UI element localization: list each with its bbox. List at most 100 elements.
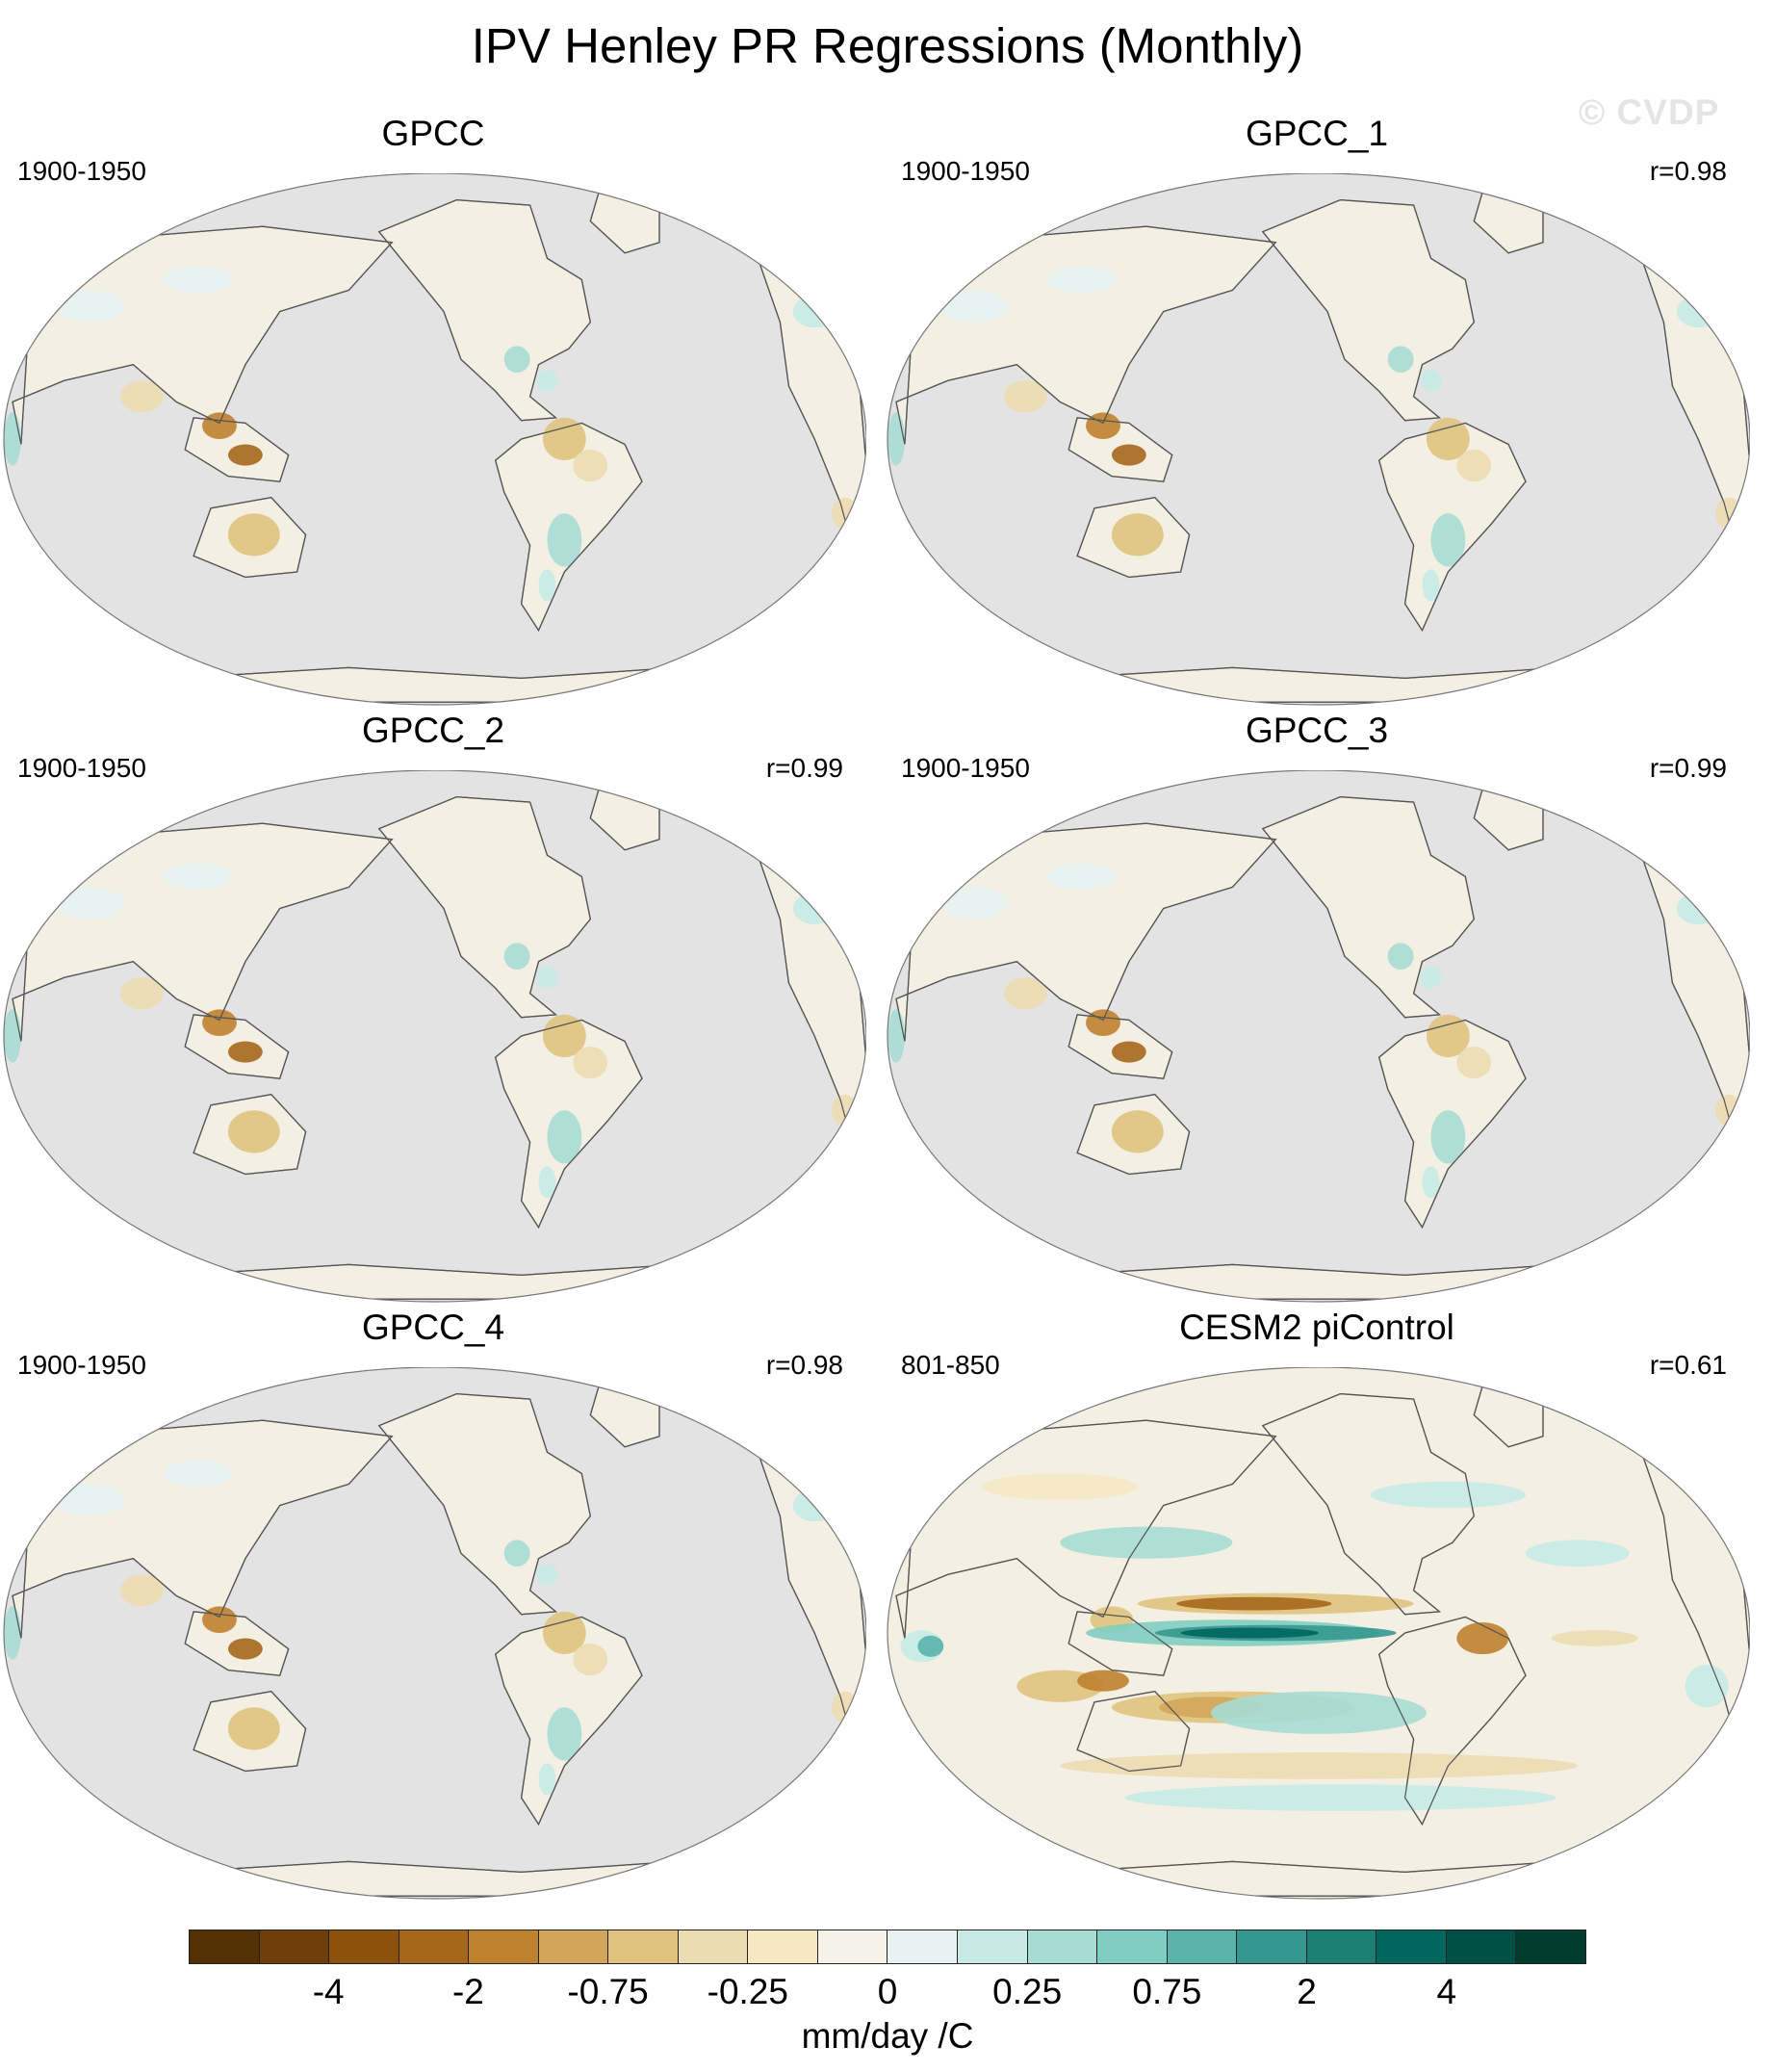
anomaly-shading	[1003, 977, 1047, 1010]
anomaly-shading	[202, 1606, 237, 1633]
anomaly-shading	[227, 1707, 280, 1750]
coastline	[12, 1419, 394, 1639]
anomaly-shading	[1111, 1110, 1164, 1153]
anomaly-shading	[55, 290, 125, 323]
map-panel: GPCC_3 1900-1950 r=0.99	[884, 711, 1750, 1303]
coastline	[495, 1019, 643, 1229]
anomaly-shading	[202, 412, 237, 439]
anomaly-shading	[503, 1540, 530, 1567]
coastline	[895, 225, 1277, 445]
anomaly-shading	[1060, 1752, 1578, 1779]
map-panel: GPCC_1 1900-1950 r=0.98	[884, 114, 1750, 706]
panel-correlation: r=0.98	[1649, 156, 1727, 186]
anomaly-shading	[792, 295, 836, 328]
coastline	[193, 497, 307, 579]
colorbar	[189, 1930, 1586, 1964]
panel-title: CESM2 piControl	[1179, 1308, 1454, 1347]
colorbar-segment	[1027, 1930, 1098, 1963]
anomaly-shading	[917, 1635, 944, 1657]
anomaly-shading	[1176, 1596, 1332, 1611]
coastline	[1076, 1691, 1191, 1773]
panel-title: GPCC_4	[361, 1308, 505, 1347]
map-border	[887, 770, 1750, 1303]
panel-correlation: r=0.61	[1649, 1350, 1727, 1380]
anomaly-shading	[1111, 444, 1146, 466]
anomaly-shading	[1124, 1784, 1556, 1811]
coastline	[1261, 1392, 1475, 1616]
anomaly-shading	[1551, 1630, 1638, 1646]
anomaly-shading	[543, 1611, 586, 1655]
anomaly-shading	[1422, 1166, 1440, 1199]
colorbar-tick-label: -2	[451, 1972, 484, 2011]
coastline	[1378, 422, 1527, 632]
map-border	[3, 770, 866, 1303]
anomaly-shading	[1111, 513, 1164, 557]
anomaly-shading	[547, 1707, 582, 1761]
coastline	[1378, 1019, 1527, 1229]
anomaly-shading	[1456, 1047, 1492, 1079]
colorbar-segment	[1237, 1930, 1307, 1963]
anomaly-shading	[1420, 370, 1442, 392]
colorbar-segment	[469, 1930, 539, 1963]
anomaly-shading	[1046, 863, 1117, 891]
anomaly-shading	[1180, 1627, 1319, 1639]
coastline	[184, 1611, 290, 1676]
anomaly-shading	[503, 943, 530, 970]
colorbar-tick-label: 0.25	[992, 1972, 1063, 2011]
coastline	[495, 422, 643, 632]
map-panel: GPCC_4 1900-1950 r=0.98	[0, 1308, 866, 1900]
panel-correlation: r=0.98	[765, 1350, 843, 1380]
colorbar-segment	[1167, 1930, 1238, 1963]
anomaly-shading	[888, 1009, 905, 1063]
panel-title: GPCC_1	[1245, 114, 1389, 153]
anomaly-shading	[1456, 450, 1492, 482]
anomaly-shading	[536, 1564, 558, 1586]
world-map	[887, 1367, 1750, 1900]
colorbar-tick-label: 4	[1436, 1972, 1457, 2011]
world-map	[3, 770, 866, 1303]
coastline	[377, 1392, 591, 1616]
coastline	[895, 822, 1277, 1042]
anomaly-shading	[538, 1763, 556, 1796]
anomaly-shading	[4, 412, 21, 466]
colorbar-segment	[259, 1930, 330, 1963]
anomaly-shading	[227, 1638, 263, 1660]
panel-years: 1900-1950	[17, 753, 146, 783]
colorbar-segment	[190, 1930, 260, 1963]
coastline	[895, 1419, 1277, 1639]
anomaly-shading	[55, 887, 125, 919]
coastline	[377, 198, 591, 422]
panel-correlation: r=0.99	[1649, 753, 1727, 783]
map-border	[887, 173, 1750, 706]
colorbar-tick-label: -0.25	[707, 1972, 788, 2011]
panel-title: GPCC	[381, 114, 485, 153]
anomaly-shading	[1060, 1526, 1233, 1559]
anomaly-shading	[1456, 1621, 1509, 1655]
colorbar-segment	[1446, 1930, 1517, 1963]
coastline	[1378, 1616, 1527, 1826]
anomaly-shading	[536, 967, 558, 989]
anomaly-shading	[1370, 1481, 1527, 1509]
panel-years: 1900-1950	[17, 156, 146, 186]
anomaly-shading	[536, 370, 558, 392]
anomaly-shading	[573, 450, 608, 482]
anomaly-shading	[1420, 967, 1442, 989]
anomaly-shading	[227, 513, 280, 557]
anomaly-shading	[939, 290, 1009, 323]
anomaly-shading	[1526, 1540, 1630, 1567]
anomaly-shading	[119, 977, 164, 1010]
anomaly-shading	[227, 1110, 280, 1153]
anomaly-shading	[1077, 1670, 1129, 1692]
anomaly-shading	[202, 1009, 237, 1036]
cvdp-watermark: © CVDP	[1579, 92, 1720, 132]
anomaly-shading	[939, 887, 1009, 919]
coastline	[1068, 1611, 1173, 1676]
anomaly-shading	[227, 1041, 263, 1063]
panel-correlation: r=0.99	[765, 753, 843, 783]
anomaly-shading	[1427, 1014, 1470, 1058]
panel-years: 1900-1950	[17, 1350, 146, 1380]
map-panel: CESM2 piControl 801-850 r=0.61	[884, 1308, 1750, 1900]
colorbar-tick-label: -0.75	[567, 1972, 649, 2011]
anomaly-shading	[1387, 943, 1414, 970]
world-map	[887, 770, 1750, 1303]
